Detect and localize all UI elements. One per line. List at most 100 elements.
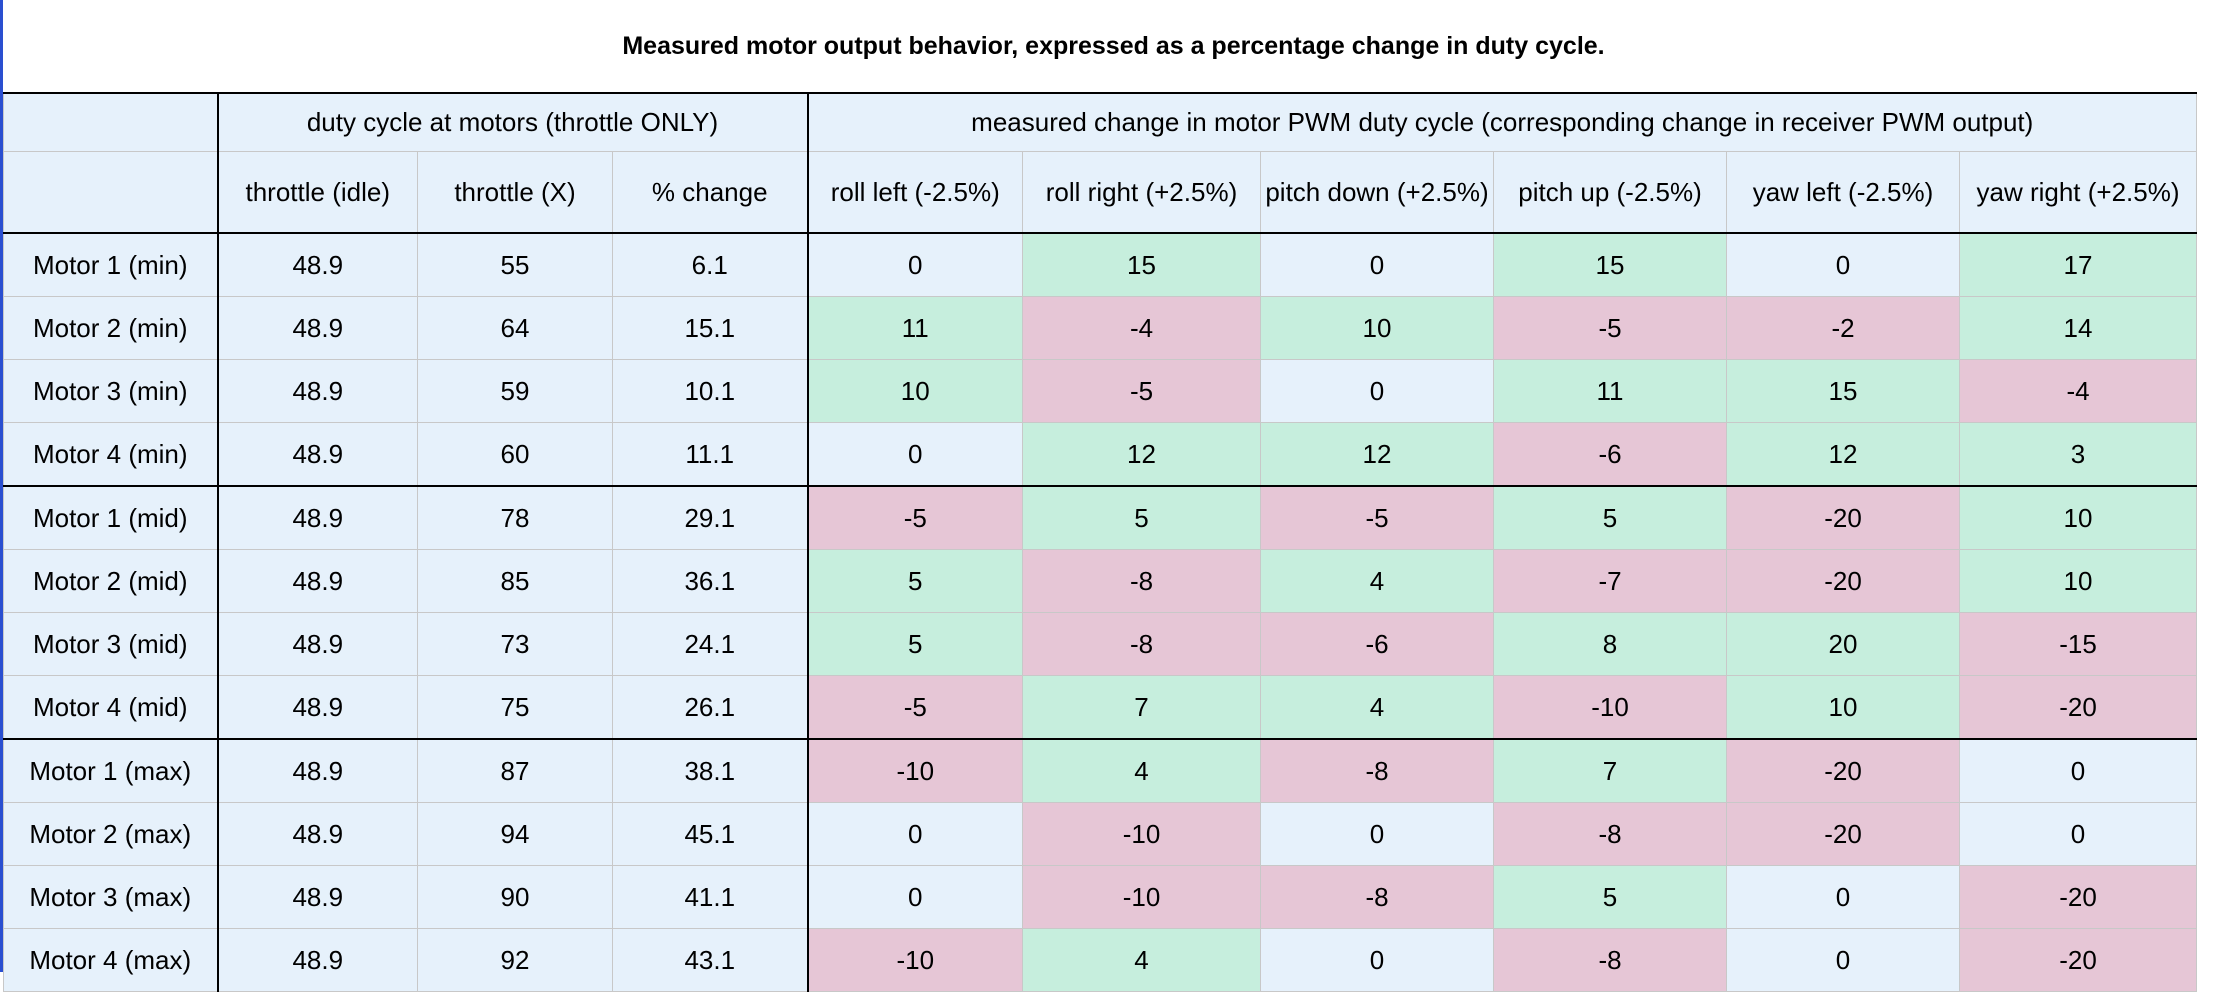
change-cell: -8 bbox=[1493, 928, 1727, 992]
change-cell: -8 bbox=[1260, 865, 1494, 929]
change-cell: -20 bbox=[1726, 549, 1960, 613]
table-row: Motor 2 (max) 48.9 94 45.1 0 -10 0 -8 -20 0 bbox=[3, 802, 2197, 866]
table-row: Motor 1 (mid) 48.9 78 29.1 -5 5 -5 5 -20 10 bbox=[3, 485, 2197, 550]
column-header: throttle (X) bbox=[417, 151, 613, 234]
row-label: Motor 3 (max) bbox=[3, 865, 218, 929]
table-row: Motor 2 (min) 48.9 64 15.1 11 -4 10 -5 -2 14 bbox=[3, 296, 2197, 360]
change-cell: 0 bbox=[1260, 928, 1494, 992]
table-title: Measured motor output behavior, expresse… bbox=[622, 31, 1605, 60]
change-cell: 7 bbox=[1022, 675, 1261, 740]
table-row: Motor 2 (mid) 48.9 85 36.1 5 -8 4 -7 -20 10 bbox=[3, 549, 2197, 613]
pct-change-cell: 24.1 bbox=[612, 612, 808, 676]
change-cell: 4 bbox=[1022, 738, 1261, 803]
change-cell: 11 bbox=[1493, 359, 1727, 423]
pct-change-cell: 11.1 bbox=[612, 422, 808, 487]
column-header-row: throttle (idle) throttle (X) % change ro… bbox=[3, 151, 2197, 234]
idle-cell: 48.9 bbox=[216, 549, 418, 613]
change-cell: -6 bbox=[1493, 422, 1727, 487]
change-cell: -10 bbox=[1022, 802, 1261, 866]
change-cell: -10 bbox=[1493, 675, 1727, 740]
idle-cell: 48.9 bbox=[216, 612, 418, 676]
motor-output-table: duty cycle at motors (throttle ONLY) mea… bbox=[3, 92, 2197, 992]
change-cell: 0 bbox=[1260, 802, 1494, 866]
change-cell: 4 bbox=[1260, 549, 1494, 613]
idle-cell: 48.9 bbox=[216, 802, 418, 866]
throttle-x-cell: 90 bbox=[417, 865, 613, 929]
throttle-x-cell: 75 bbox=[417, 675, 613, 740]
corner-cell bbox=[3, 151, 218, 234]
change-cell: -8 bbox=[1022, 549, 1261, 613]
change-cell: 0 bbox=[1959, 738, 2197, 803]
pct-change-cell: 43.1 bbox=[612, 928, 808, 992]
change-cell: 5 bbox=[1022, 485, 1261, 550]
throttle-x-cell: 60 bbox=[417, 422, 613, 487]
change-cell: -8 bbox=[1260, 738, 1494, 803]
change-cell: -20 bbox=[1726, 738, 1960, 803]
throttle-x-cell: 78 bbox=[417, 485, 613, 550]
column-header: % change bbox=[612, 151, 808, 234]
change-cell: 10 bbox=[1959, 549, 2197, 613]
change-cell: 14 bbox=[1959, 296, 2197, 360]
column-header: roll left (-2.5%) bbox=[806, 151, 1023, 234]
change-cell: -15 bbox=[1959, 612, 2197, 676]
change-cell: 0 bbox=[806, 865, 1023, 929]
idle-cell: 48.9 bbox=[216, 865, 418, 929]
throttle-x-cell: 87 bbox=[417, 738, 613, 803]
column-header: roll right (+2.5%) bbox=[1022, 151, 1261, 234]
change-cell: 5 bbox=[806, 549, 1023, 613]
throttle-x-cell: 55 bbox=[417, 232, 613, 297]
change-cell: -20 bbox=[1959, 865, 2197, 929]
change-cell: 5 bbox=[1493, 485, 1727, 550]
column-header: throttle (idle) bbox=[216, 151, 418, 234]
column-header: yaw right (+2.5%) bbox=[1959, 151, 2197, 234]
change-cell: 0 bbox=[806, 232, 1023, 297]
throttle-x-cell: 92 bbox=[417, 928, 613, 992]
change-cell: -4 bbox=[1959, 359, 2197, 423]
change-cell: 0 bbox=[1726, 928, 1960, 992]
change-cell: -4 bbox=[1022, 296, 1261, 360]
row-label: Motor 3 (mid) bbox=[3, 612, 218, 676]
table-row: Motor 3 (mid) 48.9 73 24.1 5 -8 -6 8 20 -15 bbox=[3, 612, 2197, 676]
change-cell: -5 bbox=[1260, 485, 1494, 550]
change-cell: -10 bbox=[806, 738, 1023, 803]
idle-cell: 48.9 bbox=[216, 422, 418, 487]
row-label: Motor 4 (mid) bbox=[3, 675, 218, 740]
idle-cell: 48.9 bbox=[216, 359, 418, 423]
idle-cell: 48.9 bbox=[216, 675, 418, 740]
change-cell: 5 bbox=[806, 612, 1023, 676]
row-label: Motor 1 (max) bbox=[3, 738, 218, 803]
pct-change-cell: 38.1 bbox=[612, 738, 808, 803]
change-cell: -5 bbox=[1022, 359, 1261, 423]
change-cell: -10 bbox=[806, 928, 1023, 992]
idle-cell: 48.9 bbox=[216, 232, 418, 297]
change-cell: 0 bbox=[1260, 232, 1494, 297]
change-cell: 20 bbox=[1726, 612, 1960, 676]
table-row: Motor 4 (min) 48.9 60 11.1 0 12 12 -6 12 3 bbox=[3, 422, 2197, 487]
idle-cell: 48.9 bbox=[216, 928, 418, 992]
change-cell: 10 bbox=[1959, 485, 2197, 550]
table-row: Motor 3 (max) 48.9 90 41.1 0 -10 -8 5 0 -20 bbox=[3, 865, 2197, 929]
pct-change-cell: 26.1 bbox=[612, 675, 808, 740]
column-header: pitch up (-2.5%) bbox=[1493, 151, 1727, 234]
change-cell: 0 bbox=[1959, 802, 2197, 866]
pct-change-cell: 41.1 bbox=[612, 865, 808, 929]
change-cell: 15 bbox=[1493, 232, 1727, 297]
change-cell: 5 bbox=[1493, 865, 1727, 929]
change-cell: 8 bbox=[1493, 612, 1727, 676]
row-label: Motor 2 (mid) bbox=[3, 549, 218, 613]
change-cell: -8 bbox=[1022, 612, 1261, 676]
pct-change-cell: 45.1 bbox=[612, 802, 808, 866]
change-cell: 4 bbox=[1022, 928, 1261, 992]
change-cell: -20 bbox=[1959, 675, 2197, 740]
pct-change-cell: 10.1 bbox=[612, 359, 808, 423]
column-header: pitch down (+2.5%) bbox=[1260, 151, 1494, 234]
idle-cell: 48.9 bbox=[216, 738, 418, 803]
change-cell: 12 bbox=[1260, 422, 1494, 487]
change-cell: -20 bbox=[1726, 485, 1960, 550]
change-cell: -8 bbox=[1493, 802, 1727, 866]
row-label: Motor 1 (mid) bbox=[3, 485, 218, 550]
row-label: Motor 2 (max) bbox=[3, 802, 218, 866]
table-row: Motor 4 (mid) 48.9 75 26.1 -5 7 4 -10 10 -20 bbox=[3, 675, 2197, 740]
change-cell: -20 bbox=[1726, 802, 1960, 866]
